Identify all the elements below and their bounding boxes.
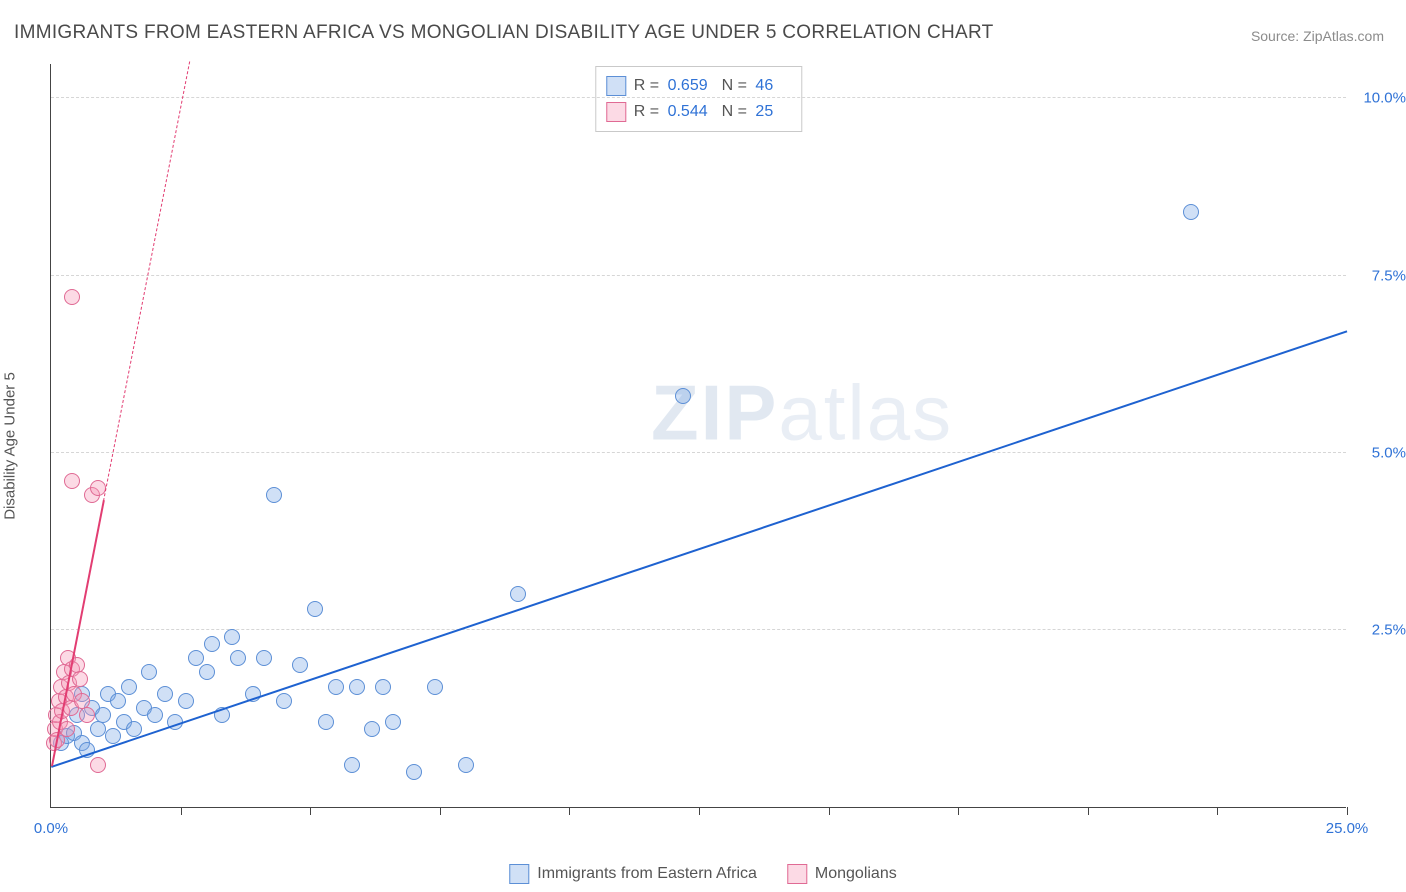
data-point-eastern_africa bbox=[90, 721, 106, 737]
x-tick bbox=[181, 807, 182, 815]
chart-title: IMMIGRANTS FROM EASTERN AFRICA VS MONGOL… bbox=[14, 22, 994, 44]
data-point-eastern_africa bbox=[458, 757, 474, 773]
x-tick bbox=[958, 807, 959, 815]
data-point-eastern_africa bbox=[375, 679, 391, 695]
data-point-eastern_africa bbox=[307, 601, 323, 617]
x-tick-label: 25.0% bbox=[1326, 820, 1369, 837]
data-point-mongolians bbox=[64, 473, 80, 489]
data-point-eastern_africa bbox=[256, 650, 272, 666]
trend-line bbox=[103, 62, 190, 501]
correlation-legend: R = 0.659N = 46R = 0.544N = 25 bbox=[595, 66, 802, 132]
data-point-eastern_africa bbox=[266, 487, 282, 503]
data-point-mongolians bbox=[64, 289, 80, 305]
x-tick bbox=[310, 807, 311, 815]
bottom-legend-item-eastern_africa: Immigrants from Eastern Africa bbox=[509, 864, 757, 884]
legend-swatch bbox=[509, 864, 529, 884]
x-tick bbox=[1347, 807, 1348, 815]
data-point-eastern_africa bbox=[204, 636, 220, 652]
legend-label: Mongolians bbox=[815, 865, 897, 883]
legend-text: R = 0.544N = 25 bbox=[634, 99, 787, 125]
data-point-eastern_africa bbox=[349, 679, 365, 695]
gridline-h bbox=[51, 275, 1346, 276]
data-point-eastern_africa bbox=[199, 664, 215, 680]
bottom-legend-item-mongolians: Mongolians bbox=[787, 864, 897, 884]
data-point-eastern_africa bbox=[230, 650, 246, 666]
y-tick-label: 2.5% bbox=[1372, 621, 1406, 638]
x-tick bbox=[829, 807, 830, 815]
data-point-eastern_africa bbox=[224, 629, 240, 645]
series-legend: Immigrants from Eastern Africa Mongolians bbox=[509, 864, 896, 884]
y-tick-label: 7.5% bbox=[1372, 267, 1406, 284]
x-tick bbox=[1217, 807, 1218, 815]
data-point-mongolians bbox=[79, 707, 95, 723]
x-tick-label: 0.0% bbox=[34, 820, 68, 837]
data-point-eastern_africa bbox=[126, 721, 142, 737]
x-tick bbox=[440, 807, 441, 815]
data-point-eastern_africa bbox=[344, 757, 360, 773]
data-point-eastern_africa bbox=[141, 664, 157, 680]
data-point-eastern_africa bbox=[328, 679, 344, 695]
legend-swatch bbox=[787, 864, 807, 884]
data-point-eastern_africa bbox=[121, 679, 137, 695]
legend-label: Immigrants from Eastern Africa bbox=[537, 865, 757, 883]
watermark: ZIPatlas bbox=[651, 368, 953, 459]
gridline-h bbox=[51, 452, 1346, 453]
data-point-mongolians bbox=[90, 757, 106, 773]
data-point-eastern_africa bbox=[105, 728, 121, 744]
y-axis-label: Disability Age Under 5 bbox=[2, 372, 19, 520]
x-tick bbox=[699, 807, 700, 815]
watermark-zip: ZIP bbox=[651, 369, 778, 457]
data-point-eastern_africa bbox=[427, 679, 443, 695]
data-point-eastern_africa bbox=[385, 714, 401, 730]
plot-area: ZIPatlas R = 0.659N = 46R = 0.544N = 25 … bbox=[50, 64, 1346, 808]
data-point-eastern_africa bbox=[1183, 204, 1199, 220]
chart-wrapper: IMMIGRANTS FROM EASTERN AFRICA VS MONGOL… bbox=[0, 0, 1406, 892]
data-point-eastern_africa bbox=[292, 657, 308, 673]
legend-row-eastern_africa: R = 0.659N = 46 bbox=[606, 73, 787, 99]
source-label: Source: ZipAtlas.com bbox=[1251, 28, 1384, 44]
data-point-eastern_africa bbox=[178, 693, 194, 709]
data-point-eastern_africa bbox=[406, 764, 422, 780]
data-point-eastern_africa bbox=[364, 721, 380, 737]
data-point-eastern_africa bbox=[147, 707, 163, 723]
x-tick bbox=[1088, 807, 1089, 815]
legend-swatch bbox=[606, 102, 626, 122]
data-point-eastern_africa bbox=[675, 388, 691, 404]
y-tick-label: 5.0% bbox=[1372, 444, 1406, 461]
legend-row-mongolians: R = 0.544N = 25 bbox=[606, 99, 787, 125]
x-tick bbox=[569, 807, 570, 815]
watermark-atlas: atlas bbox=[778, 369, 953, 457]
data-point-eastern_africa bbox=[157, 686, 173, 702]
data-point-eastern_africa bbox=[510, 586, 526, 602]
data-point-mongolians bbox=[72, 671, 88, 687]
data-point-eastern_africa bbox=[188, 650, 204, 666]
data-point-eastern_africa bbox=[276, 693, 292, 709]
gridline-h bbox=[51, 629, 1346, 630]
y-tick-label: 10.0% bbox=[1363, 90, 1406, 107]
data-point-eastern_africa bbox=[318, 714, 334, 730]
gridline-h bbox=[51, 97, 1346, 98]
data-point-eastern_africa bbox=[95, 707, 111, 723]
legend-text: R = 0.659N = 46 bbox=[634, 73, 787, 99]
data-point-eastern_africa bbox=[110, 693, 126, 709]
legend-swatch bbox=[606, 76, 626, 96]
trend-line bbox=[51, 330, 1348, 768]
